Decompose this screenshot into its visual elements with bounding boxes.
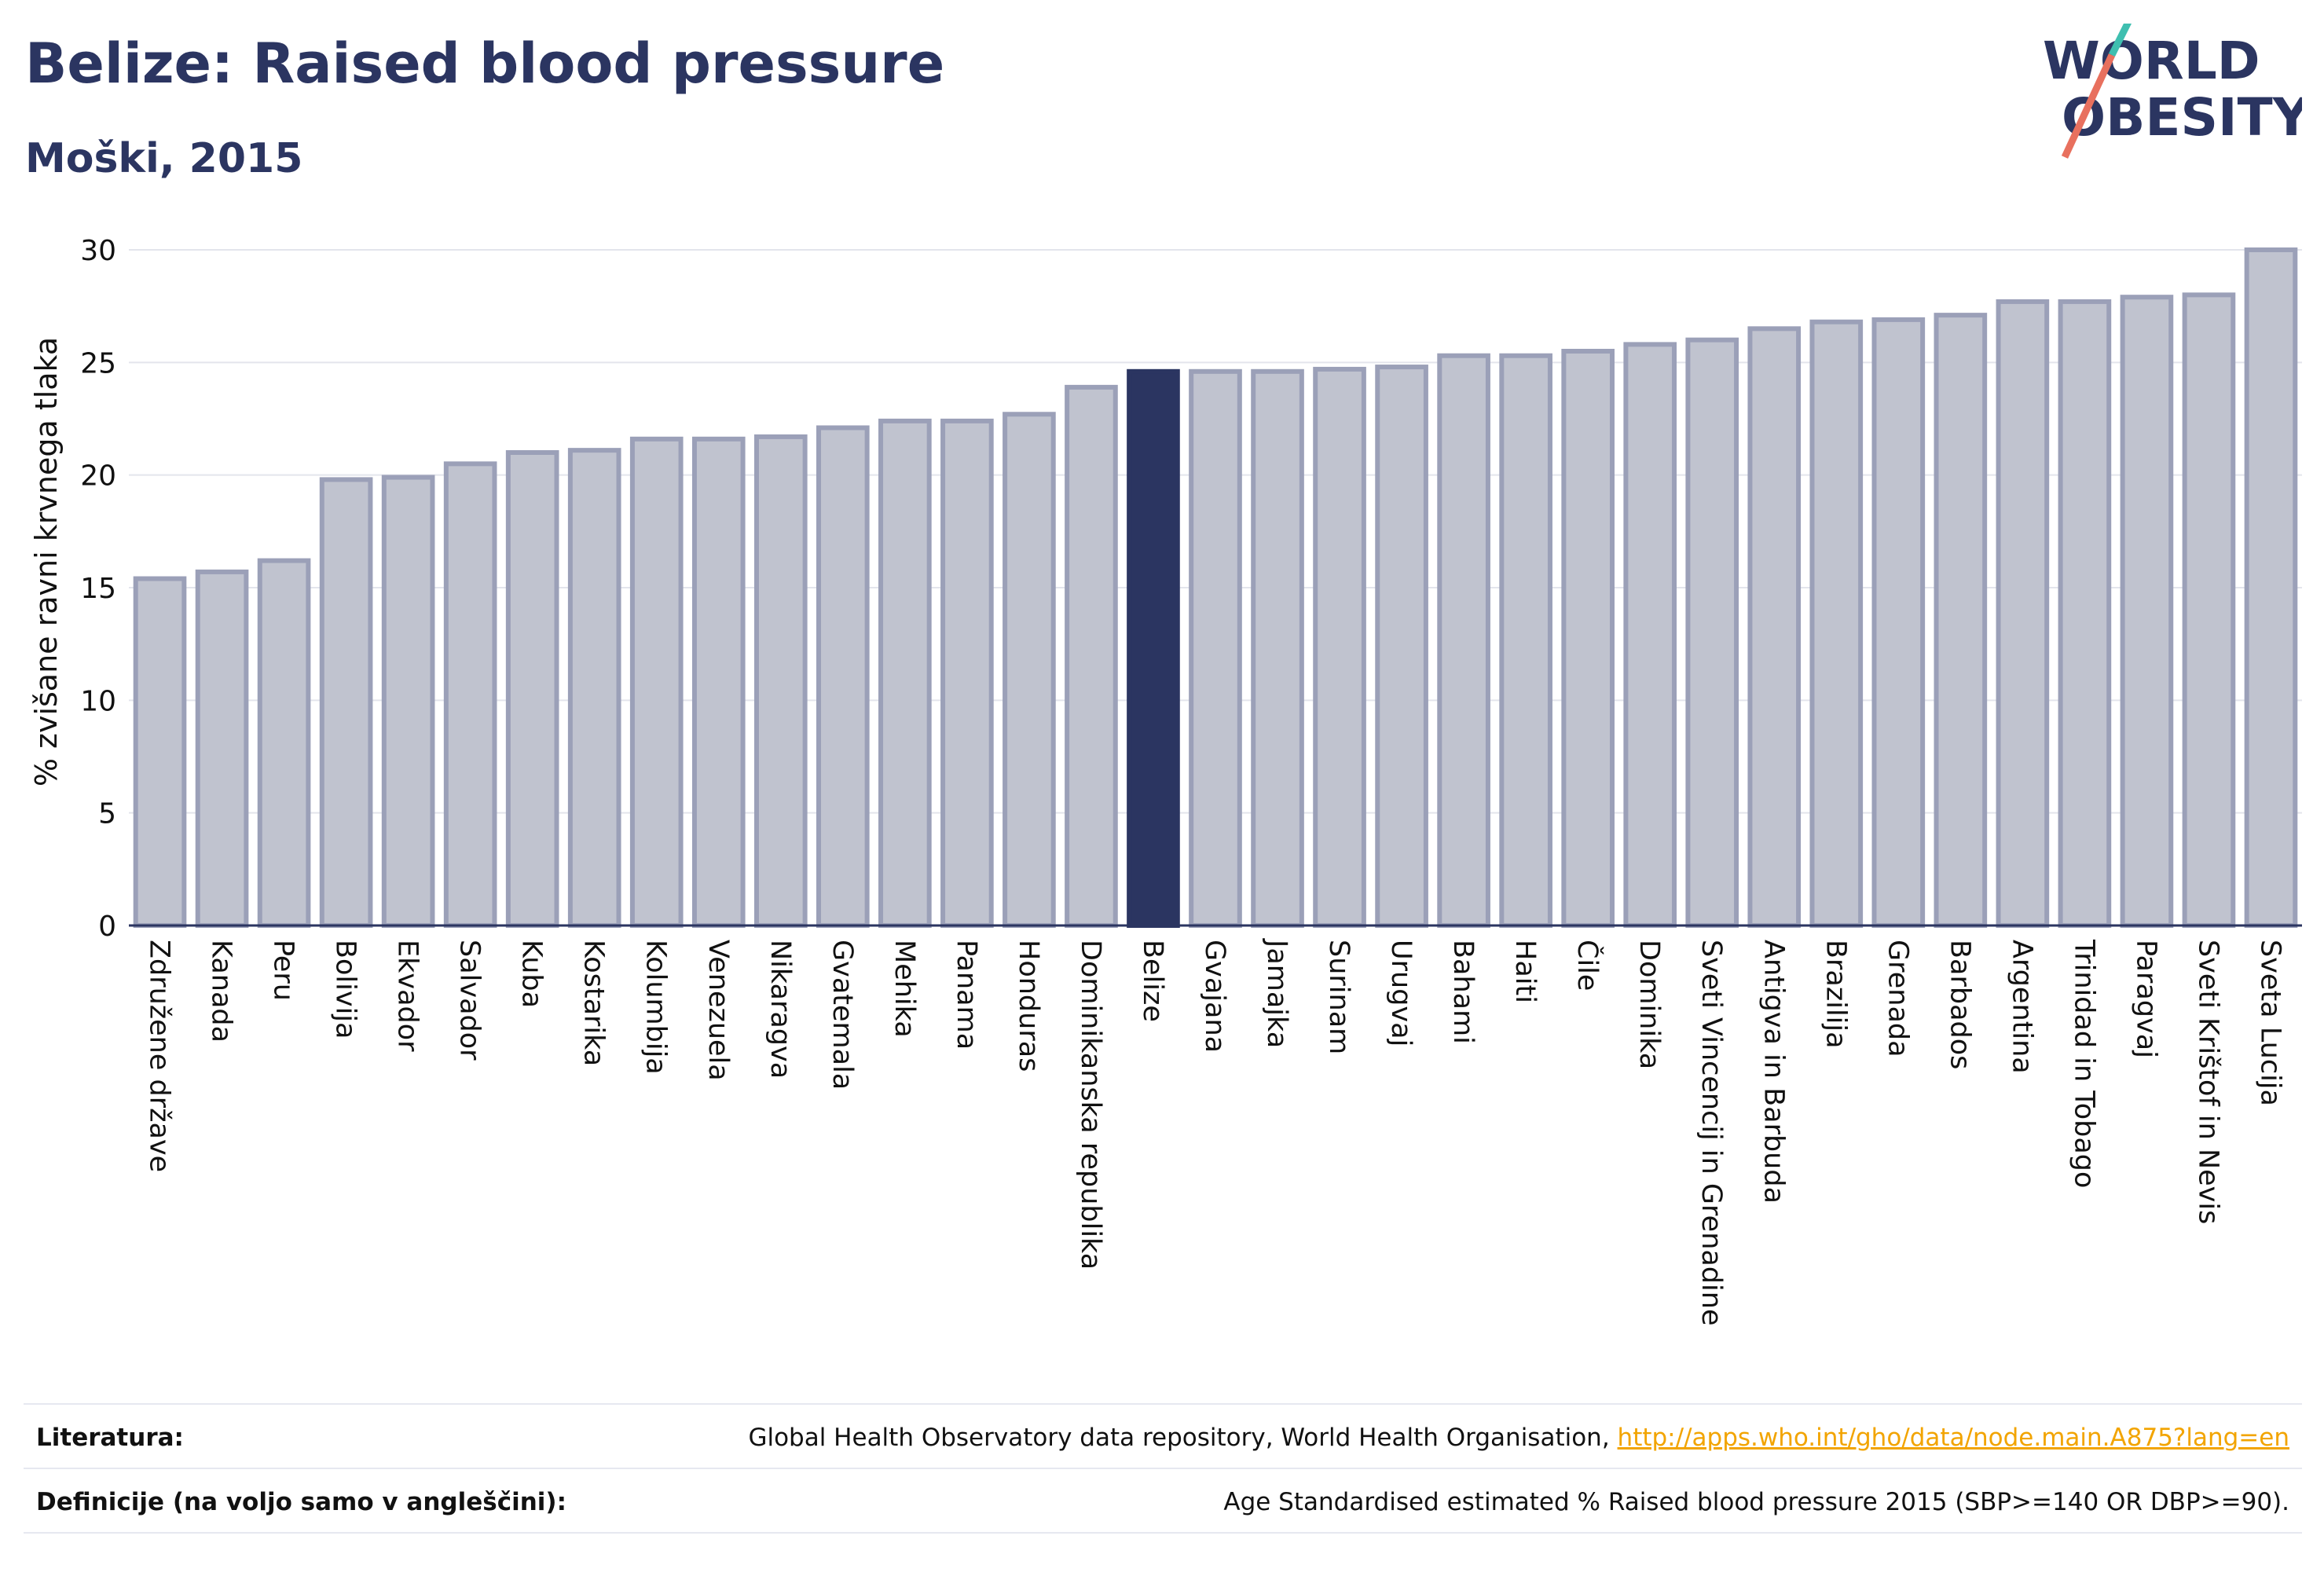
y-tick-label: 30: [80, 235, 116, 267]
x-tick-label: Honduras: [1013, 940, 1044, 1072]
bar: [257, 558, 311, 928]
x-tick-label: Antigva in Barbuda: [1758, 940, 1789, 1204]
world-obesity-logo: WORLD OBESITY: [2043, 24, 2302, 159]
x-tick-label: Dominika: [1633, 940, 1665, 1069]
bar-chart: 0 5 10 15 20 25 30 Združene države Kanada Peru Bol…: [29, 235, 2302, 1326]
x-tick-label: Sveti Vincencij in Grenadine: [1695, 940, 1727, 1326]
logo-word-obesity: OBESITY: [2062, 87, 2302, 148]
x-tick-label: Kanada: [206, 940, 237, 1043]
bar: [443, 461, 497, 928]
x-tick-label: Surinam: [1323, 940, 1354, 1054]
bar: [629, 436, 684, 928]
bars: [133, 247, 2298, 929]
bar: [567, 448, 621, 928]
bar: [1561, 349, 1615, 928]
references-label: Literatura:: [36, 1424, 184, 1452]
bar: [1685, 337, 1739, 928]
logo-word-world: WORLD: [2043, 31, 2260, 91]
y-tick-label: 5: [98, 798, 116, 830]
x-tick-label: Paragvaj: [2130, 940, 2161, 1058]
x-tick-label: Gvajana: [1199, 940, 1230, 1053]
x-tick-label: Dominikanska republika: [1075, 940, 1106, 1270]
bar: [1313, 366, 1366, 928]
bar: [1934, 313, 1988, 928]
bar: [1251, 368, 1304, 928]
footer-divider-middle: [24, 1468, 2302, 1469]
x-tick-label: Belize: [1137, 940, 1168, 1022]
references-value: Global Health Observatory data repositor…: [748, 1424, 2289, 1452]
bar: [1623, 342, 1677, 928]
bar: [2182, 292, 2236, 929]
bar-highlighted: [1127, 368, 1180, 928]
bar: [1871, 317, 1926, 929]
bar: [1437, 353, 1490, 928]
y-axis-label: % zvišane ravni krvnega tlaka: [29, 337, 64, 786]
x-tick-label: Panama: [951, 940, 982, 1050]
x-tick-label: Trinidad in Tobago: [2068, 939, 2099, 1188]
x-tick-label: Bolivija: [330, 940, 361, 1039]
footer-references: Literatura: Global Health Observatory da…: [24, 1424, 2302, 1463]
x-tick-label: Čile: [1571, 940, 1604, 991]
bar: [381, 475, 435, 928]
references-link[interactable]: http://apps.who.int/gho/data/node.main.A…: [1617, 1424, 2289, 1452]
x-tick-label: Kuba: [516, 940, 548, 1008]
logo-slash-teal: [2108, 24, 2132, 57]
x-tick-label: Argentina: [2006, 940, 2037, 1074]
bar: [753, 434, 808, 928]
bar: [2058, 299, 2112, 928]
bar: [2120, 295, 2174, 928]
bar: [1499, 353, 1552, 928]
bar: [505, 450, 559, 928]
bar: [878, 418, 932, 928]
definitions-label: Definicije (na voljo samo v angleščini):: [36, 1488, 566, 1516]
x-tick-label: Mehika: [889, 940, 920, 1038]
x-tick-label: Gvatemala: [827, 940, 858, 1090]
bar: [1065, 384, 1118, 929]
bar: [1996, 299, 2050, 928]
x-tick-label: Brazilija: [1820, 940, 1851, 1049]
x-tick-label: Grenada: [1882, 940, 1913, 1057]
x-tick-label: Salvador: [454, 940, 486, 1061]
footer-divider-bottom: [24, 1532, 2302, 1534]
x-tick-label: Kostarika: [578, 940, 610, 1066]
chart-title: Belize: Raised blood pressure: [25, 31, 945, 96]
x-tick-label: Peru: [268, 940, 299, 1001]
y-tick-label: 0: [98, 911, 116, 943]
x-tick-label: Barbados: [1944, 940, 1975, 1069]
bar: [1189, 368, 1242, 928]
bar: [319, 477, 373, 928]
x-tick-label: Sveti Krištof in Nevis: [2192, 940, 2223, 1224]
bar: [1747, 326, 1802, 929]
x-tick-label: Bahami: [1447, 940, 1479, 1044]
y-tick-label: 25: [80, 347, 116, 379]
bar: [691, 436, 746, 928]
bar: [1003, 412, 1056, 928]
x-tick-label: Kolumbija: [640, 940, 672, 1075]
x-tick-label: Haiti: [1509, 940, 1541, 1003]
y-tick-label: 10: [80, 685, 116, 717]
y-tick-label: 15: [80, 573, 116, 605]
x-tick-label: Jamajka: [1261, 938, 1292, 1048]
references-text: Global Health Observatory data repositor…: [748, 1424, 1618, 1452]
logo-slash-red: [2061, 53, 2116, 159]
x-tick-label: Venezuela: [702, 940, 734, 1081]
x-tick-label: Sveta Lucija: [2254, 940, 2286, 1106]
bar: [1809, 319, 1864, 928]
axes: 0 5 10 15 20 25 30 Združene države Kanada Peru Bol…: [80, 235, 2302, 1326]
x-tick-label: Urugvaj: [1385, 940, 1417, 1046]
bar: [195, 569, 249, 929]
x-tick-label: Ekvador: [392, 940, 423, 1052]
definitions-text: Age Standardised estimated % Raised bloo…: [1223, 1488, 2289, 1516]
bar: [1375, 365, 1428, 929]
bar: [816, 425, 870, 928]
footer-divider-top: [24, 1403, 2302, 1405]
bar: [940, 418, 994, 928]
x-tick-label: Združene države: [144, 940, 175, 1172]
bar: [2244, 247, 2298, 928]
y-tick-label: 20: [80, 460, 116, 493]
x-tick-label: Nikaragva: [764, 940, 796, 1079]
footer-definitions: Definicije (na voljo samo v angleščini):…: [24, 1488, 2302, 1527]
bar: [133, 576, 187, 928]
chart-subtitle: Moški, 2015: [25, 135, 303, 182]
